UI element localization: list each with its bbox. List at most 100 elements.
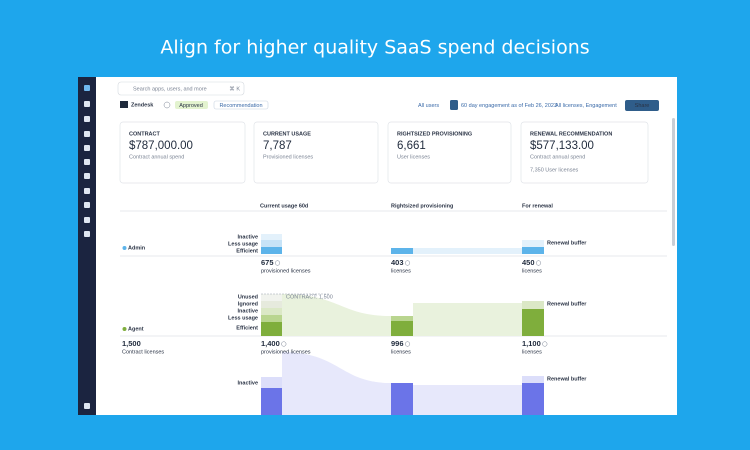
- column-header: For renewal: [522, 203, 553, 209]
- filter-engagement[interactable]: 60 day engagement as of Feb 26, 2023: [461, 103, 557, 109]
- segment: [261, 247, 282, 254]
- bar: [391, 316, 413, 321]
- row-name: Agent: [128, 326, 144, 332]
- share-button[interactable]: [625, 100, 659, 111]
- count-label: provisioned licenses: [261, 268, 311, 274]
- card-label: CONTRACT: [129, 131, 160, 137]
- segment-label: Less usage: [228, 315, 258, 321]
- segment-label: Inactive: [238, 234, 258, 240]
- scrollbar: [672, 118, 675, 246]
- card: [253, 121, 379, 184]
- segment: [261, 388, 282, 415]
- segment: [261, 308, 282, 315]
- count-label: provisioned licenses: [261, 349, 311, 355]
- sidebar-icon[interactable]: [84, 188, 90, 194]
- segment: [261, 315, 282, 322]
- info-icon: [163, 101, 171, 109]
- buffer-label: Renewal buffer: [547, 301, 587, 307]
- count: 403: [391, 258, 404, 267]
- segment: [261, 234, 282, 240]
- buffer-label: Renewal buffer: [547, 376, 587, 382]
- card-sub: Contract annual spend: [530, 154, 585, 160]
- sidebar-icon[interactable]: [84, 101, 90, 107]
- column-header: Rightsized provisioning: [391, 203, 453, 209]
- app-logo: [120, 101, 128, 108]
- buffer-label: Renewal buffer: [547, 240, 587, 246]
- card-value: $787,000.00: [129, 140, 193, 152]
- sidebar: [78, 77, 96, 415]
- card-label: CURRENT USAGE: [263, 131, 311, 137]
- sidebar-icon[interactable]: [84, 159, 90, 165]
- segment-label: Efficient: [236, 248, 258, 254]
- count-label: licenses: [522, 349, 542, 355]
- share-label: Share: [635, 103, 650, 109]
- sidebar-icon[interactable]: [84, 231, 90, 237]
- card-value: 7,787: [263, 140, 292, 152]
- count: 450: [522, 258, 535, 267]
- bar: [522, 383, 544, 415]
- sidebar-icon[interactable]: [84, 217, 90, 223]
- flow-band: [413, 303, 522, 336]
- search-shortcut: ⌘ K: [229, 85, 240, 92]
- card-label: RIGHTSIZED PROVISIONING: [397, 131, 472, 137]
- search-box[interactable]: [117, 81, 245, 96]
- count: 1,100: [522, 339, 541, 348]
- buffer: [522, 240, 544, 247]
- sidebar-icon[interactable]: [84, 85, 90, 91]
- sidebar-icon[interactable]: [84, 173, 90, 179]
- contract-note: CONTRACT: 1,500: [286, 294, 333, 300]
- bar: [391, 321, 413, 336]
- status-pill: [175, 101, 208, 109]
- bar: [391, 383, 413, 415]
- column-header: Current usage 60d: [260, 203, 308, 209]
- sidebar-icon[interactable]: [84, 202, 90, 208]
- segment: [261, 322, 282, 336]
- segment-label: Ignored: [238, 301, 258, 307]
- sidebar-icon[interactable]: [84, 116, 90, 122]
- info-icon: [274, 260, 281, 266]
- card: [520, 121, 649, 184]
- contract-value: 1,500: [122, 339, 141, 348]
- bar: [522, 309, 544, 336]
- segment: [261, 294, 282, 301]
- segment-label: Inactive: [238, 308, 258, 314]
- info-icon: [404, 260, 411, 266]
- mode: Recommendation: [219, 103, 262, 109]
- flow-band: [413, 248, 522, 254]
- buffer: [522, 301, 544, 309]
- mode-select[interactable]: [213, 100, 269, 110]
- status: Approved: [179, 103, 203, 109]
- card: [387, 121, 512, 184]
- headline: Align for higher quality SaaS spend deci…: [160, 37, 589, 59]
- flow: [282, 294, 391, 336]
- card-value: 6,661: [397, 140, 426, 152]
- count-label: licenses: [391, 268, 411, 274]
- row-dot: [122, 327, 127, 331]
- count: 675: [261, 258, 274, 267]
- sidebar-icon[interactable]: [84, 403, 90, 409]
- count-label: licenses: [391, 349, 411, 355]
- card-extra: 7,350 User licenses: [530, 167, 579, 173]
- app-name: Zendesk: [131, 102, 154, 108]
- card-sub: User licenses: [397, 154, 430, 160]
- card-value: $577,133.00: [530, 140, 594, 152]
- calendar-icon: [450, 100, 458, 110]
- card: [119, 121, 246, 184]
- count-label: licenses: [522, 268, 542, 274]
- sidebar-icon[interactable]: [84, 145, 90, 151]
- sidebar-icon[interactable]: [84, 131, 90, 137]
- segment: [261, 301, 282, 308]
- segment: [261, 377, 282, 388]
- segment-label: Unused: [238, 294, 258, 300]
- row-dot: [122, 246, 127, 250]
- filter-users[interactable]: All users: [418, 103, 439, 109]
- bar: [522, 247, 544, 254]
- bar: [391, 248, 413, 254]
- filter-licenses[interactable]: All licenses, Engagement: [555, 103, 617, 109]
- buffer: [522, 376, 544, 383]
- card-sub: Provisioned licenses: [263, 154, 313, 160]
- info-icon: [281, 341, 287, 347]
- card-sub: Contract annual spend: [129, 154, 184, 160]
- info-icon: [542, 341, 548, 347]
